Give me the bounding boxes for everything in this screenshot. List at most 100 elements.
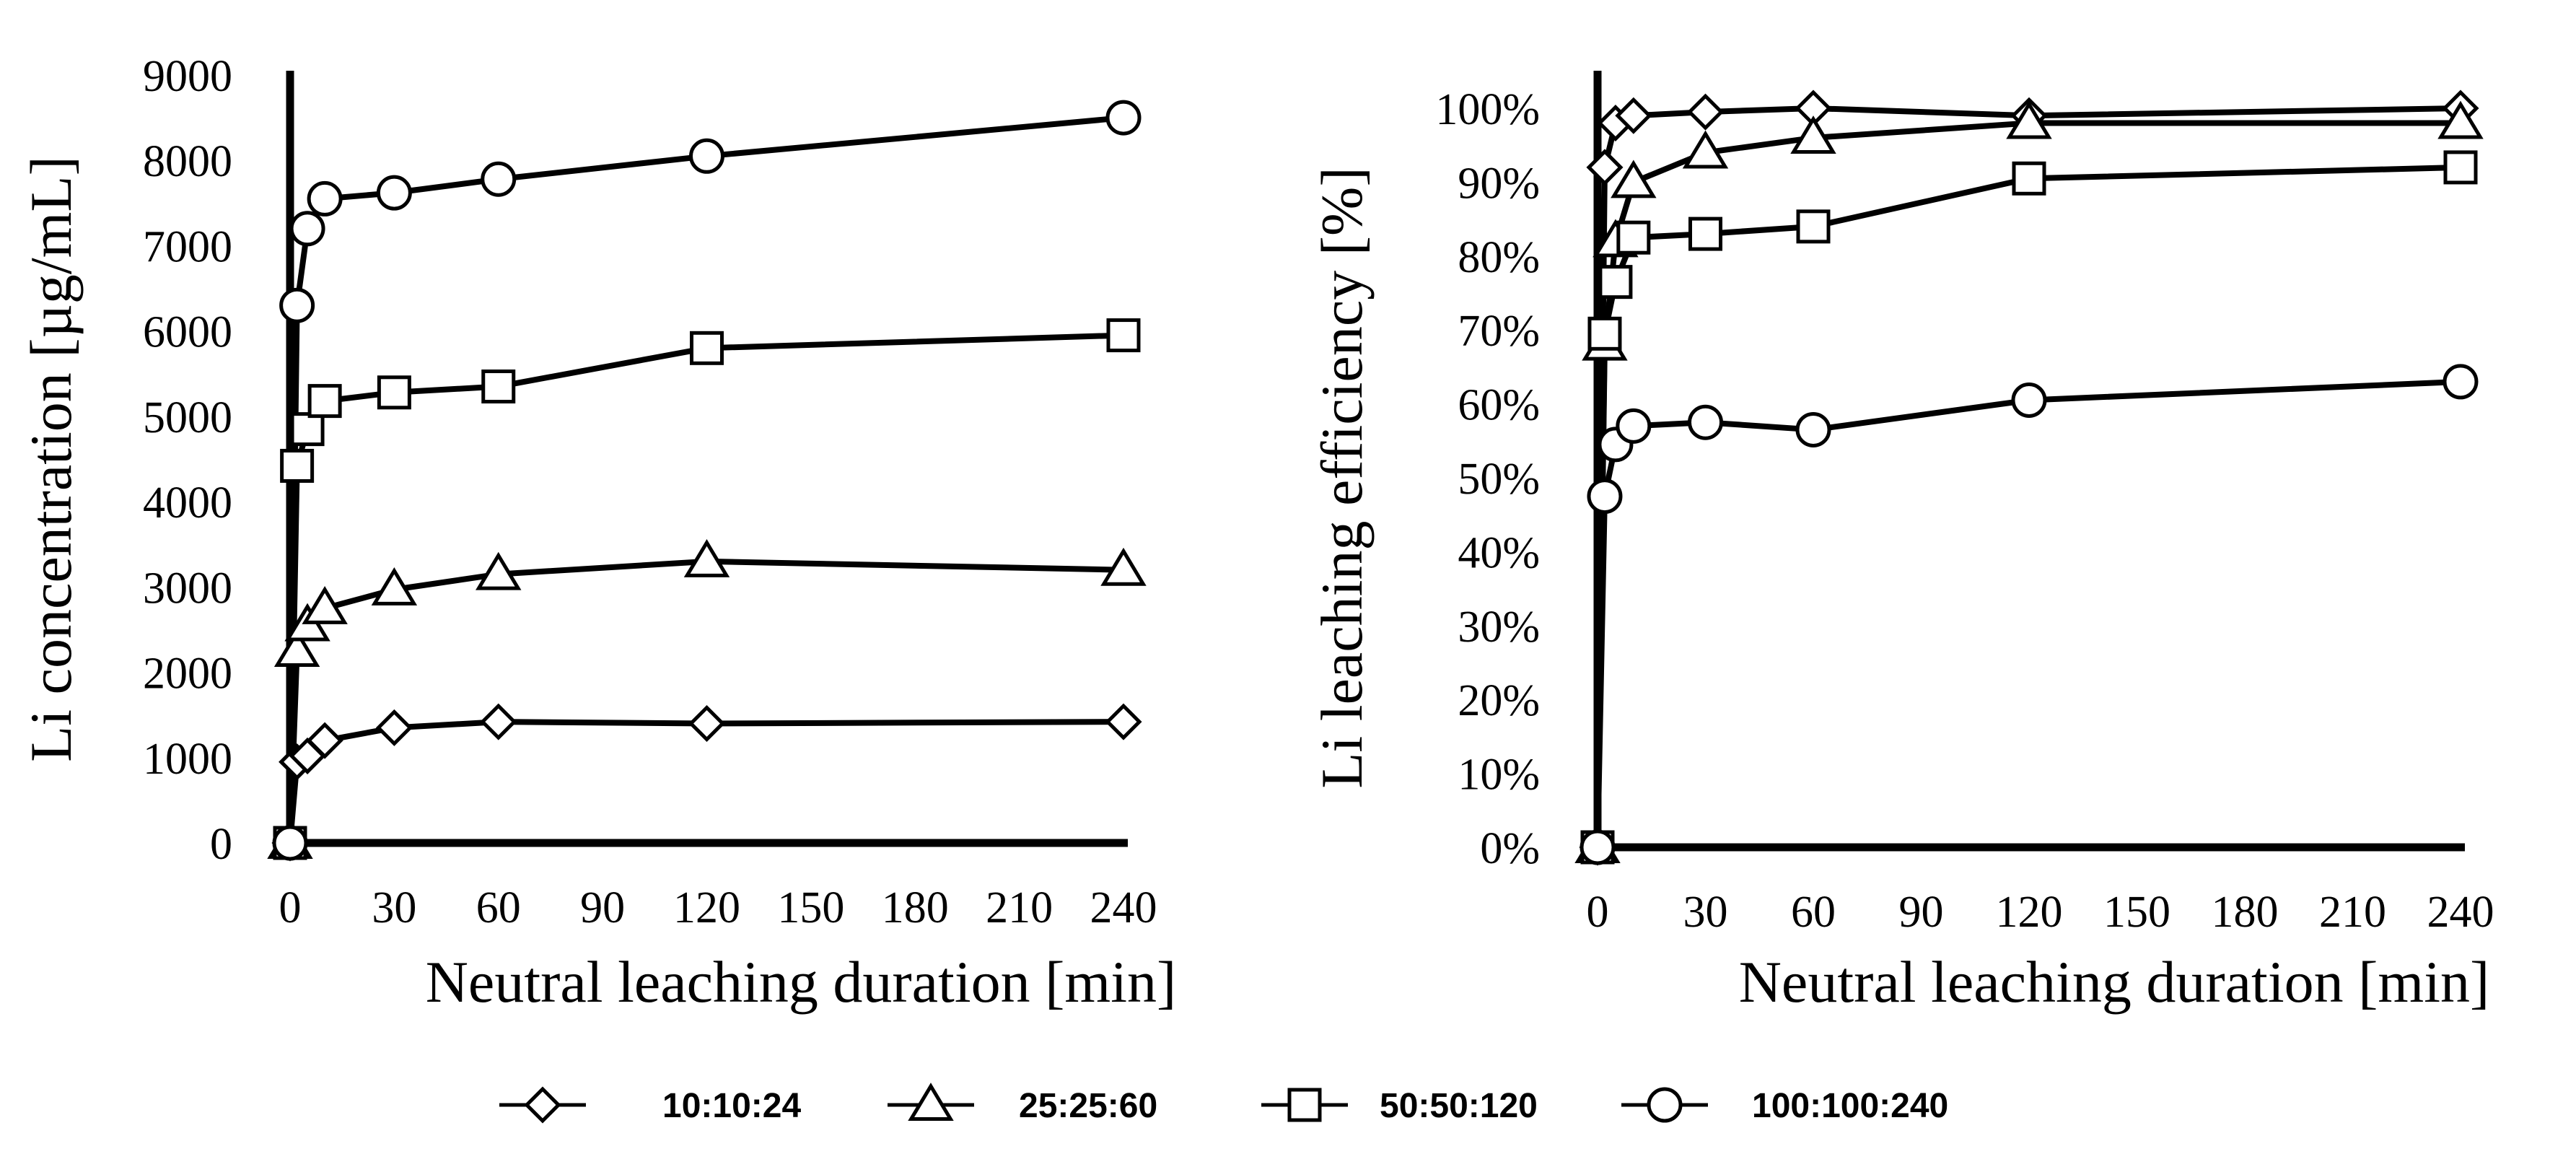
data-point-circle	[2011, 382, 2047, 418]
data-point-square	[1688, 217, 1722, 251]
data-point-diamond	[1586, 149, 1624, 186]
y-axis-title: Li leaching efficiency [%]	[1309, 167, 1375, 788]
x-tick-label: 60	[1791, 888, 1836, 937]
x-tick-label: 90	[580, 883, 625, 932]
legend-diamond-icon	[524, 1086, 561, 1124]
left-chart: 0 1000 2000 3000 4000 5000 6000 7000 8000 9000 0 30…	[18, 52, 1176, 1015]
data-point-circle	[1105, 100, 1142, 136]
data-point-circle	[689, 138, 724, 174]
y-tick-label: 9000	[143, 52, 232, 101]
data-point-circle	[279, 287, 315, 323]
data-point-circle	[376, 175, 412, 211]
x-axis-title: Neutral leaching duration [min]	[426, 949, 1177, 1015]
data-point-circle	[289, 211, 325, 247]
legend-label: 50:50:120	[1380, 1087, 1538, 1125]
data-point-triangle	[1611, 159, 1657, 198]
y-tick-label: 70%	[1458, 307, 1540, 356]
y-tick-label: 5000	[143, 393, 232, 442]
series-markers-25:25:60	[267, 539, 1147, 859]
legend-square-icon	[1287, 1088, 1322, 1122]
series-markers-10:10:24	[271, 703, 1142, 862]
data-point-square	[1796, 209, 1831, 244]
y-tick-label: 2000	[143, 650, 232, 699]
data-point-circle	[1580, 829, 1616, 865]
series-line-50:50:120	[1595, 164, 2461, 848]
x-tick-label: 150	[777, 883, 844, 932]
legend-item-10:10:24: 10:10:24	[499, 1086, 801, 1125]
x-tick-label: 0	[1587, 888, 1609, 937]
x-tick-label: 180	[2212, 888, 2279, 937]
x-tick-label: 120	[673, 883, 740, 932]
data-point-diamond	[688, 704, 726, 743]
data-point-triangle	[1682, 130, 1729, 169]
data-point-square	[2443, 150, 2478, 185]
data-point-diamond	[1105, 703, 1142, 740]
y-tick-label: 30%	[1458, 603, 1540, 652]
series-line-10:10:24	[1595, 105, 2461, 848]
series-markers-50:50:120	[273, 318, 1141, 860]
y-tick-label: 60%	[1458, 381, 1540, 430]
data-point-diamond	[306, 722, 343, 759]
data-point-circle	[1616, 408, 1652, 444]
series-markers-10:10:24	[1579, 89, 2479, 866]
y-tick-label: 3000	[143, 564, 232, 613]
data-point-circle	[1688, 404, 1723, 440]
x-tick-label: 90	[1899, 888, 1944, 937]
x-tick-label: 0	[279, 883, 302, 932]
data-point-triangle	[1790, 115, 1836, 154]
y-tick-label: 0	[210, 820, 232, 869]
data-point-diamond	[375, 709, 413, 746]
y-tick-label: 40%	[1458, 528, 1540, 577]
data-point-diamond	[480, 703, 517, 740]
legend-label: 10:10:24	[662, 1087, 801, 1125]
data-point-square	[307, 384, 342, 419]
y-tick-label: 0%	[1480, 824, 1540, 873]
data-point-square	[2012, 161, 2046, 196]
y-tick-label: 8000	[143, 137, 232, 186]
data-point-triangle	[273, 629, 320, 667]
y-tick-label: 4000	[143, 478, 232, 528]
x-tick-label: 240	[1090, 883, 1157, 932]
data-point-circle	[2443, 364, 2479, 400]
right-chart: 0% 10% 20% 30% 40% 50% 60% 70% 80% 90% 100% 0 30 60 90…	[1309, 71, 2494, 1015]
data-point-triangle	[371, 567, 418, 606]
x-tick-label: 150	[2103, 888, 2170, 937]
x-tick-label: 180	[882, 883, 949, 932]
y-tick-label: 6000	[143, 308, 232, 357]
data-point-square	[1598, 265, 1633, 300]
legend-item-100:100:240: 100:100:240	[1621, 1087, 1948, 1125]
data-point-circle	[1795, 411, 1831, 447]
data-point-square	[1587, 316, 1622, 351]
series-markers-100:100:240	[272, 100, 1142, 861]
y-tick-label: 100%	[1435, 85, 1540, 134]
legend-label: 100:100:240	[1752, 1087, 1948, 1125]
y-tick-label: 1000	[143, 735, 232, 784]
series-markers-50:50:120	[1580, 150, 2478, 865]
y-tick-label: 20%	[1458, 676, 1540, 725]
data-point-square	[690, 331, 724, 365]
legend-triangle-icon	[908, 1083, 954, 1121]
data-point-triangle	[2006, 100, 2052, 139]
data-point-circle	[481, 161, 517, 197]
x-tick-label: 60	[476, 883, 521, 932]
data-point-square	[377, 375, 411, 410]
data-point-square	[280, 448, 315, 483]
x-axis-title: Neutral leaching duration [min]	[1739, 949, 2490, 1015]
legend: 10:10:24 25:25:60 50:50:120 100:100:240	[499, 1083, 1948, 1125]
data-point-circle	[272, 825, 308, 861]
data-point-triangle	[1100, 547, 1147, 586]
data-point-triangle	[2437, 100, 2484, 139]
legend-label: 25:25:60	[1019, 1087, 1157, 1125]
x-tick-label: 120	[1996, 888, 2063, 937]
y-tick-label: 80%	[1458, 233, 1540, 282]
y-axis-title: Li concentration [µg/mL]	[18, 156, 84, 762]
x-tick-label: 210	[2319, 888, 2386, 937]
data-point-triangle	[476, 551, 522, 590]
data-point-diamond	[1686, 93, 1725, 131]
data-point-square	[481, 370, 516, 404]
legend-item-25:25:60: 25:25:60	[888, 1083, 1157, 1125]
x-tick-label: 210	[986, 883, 1053, 932]
y-tick-label: 7000	[143, 222, 232, 271]
y-tick-label: 90%	[1458, 159, 1540, 208]
